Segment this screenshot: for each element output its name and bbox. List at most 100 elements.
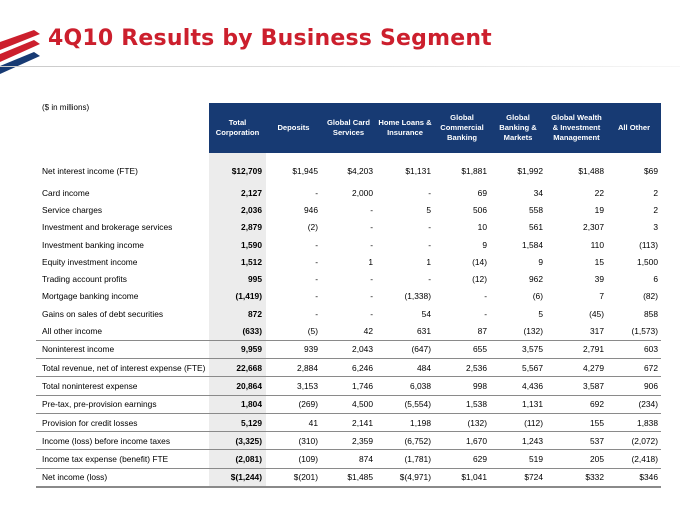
- segment-value-cell: 3: [653, 222, 658, 233]
- segment-value-cell: 2,141: [321, 412, 376, 432]
- segment-value-cell: 2,536: [434, 357, 490, 377]
- segment-value-cell: -: [428, 239, 431, 250]
- row-label: Trading account profits: [42, 274, 127, 285]
- segment-value-cell: 1,198: [376, 412, 434, 432]
- segment-value-cell: 962: [529, 274, 543, 285]
- table-body: Net interest income (FTE) $12,709 $1,945 $4…: [36, 153, 661, 489]
- segment-value-cell: 41: [266, 412, 321, 432]
- segment-value-cell: 54: [421, 308, 431, 319]
- segment-value-cell: -: [315, 308, 318, 319]
- segment-value-cell: (6): [532, 291, 543, 302]
- segment-value-cell: 519: [490, 449, 546, 469]
- segment-value-cell: $1,041: [434, 467, 490, 489]
- segment-value-cell: 1: [368, 256, 373, 267]
- units-note: ($ in millions): [42, 103, 90, 112]
- row-label: All other income: [42, 326, 103, 337]
- segment-value-cell: (1,781): [376, 449, 434, 469]
- table-row: Net interest income (FTE) $12,709 $1,945 $4…: [36, 153, 661, 184]
- table-row: Net income (loss) $(1,244) $(201) $1,485 $(4…: [36, 467, 661, 489]
- segment-value-cell: 906: [607, 376, 661, 396]
- column-header: Global Commercial Banking: [434, 103, 490, 153]
- segment-value-cell: $1,992: [517, 165, 543, 176]
- segment-value-cell: 87: [477, 326, 487, 337]
- row-label: Card income: [42, 187, 90, 198]
- segment-value-cell: $346: [607, 467, 661, 489]
- row-label: Provision for credit losses: [36, 412, 209, 432]
- table-row: Total revenue, net of interest expense (…: [36, 357, 661, 377]
- segment-value-cell: 1: [426, 256, 431, 267]
- segment-value-cell: 205: [546, 449, 607, 469]
- column-header: Home Loans & Insurance: [376, 103, 434, 153]
- segment-value-cell: (12): [472, 274, 487, 285]
- total-corporation-cell: 9,959: [209, 339, 266, 359]
- segment-value-cell: 2: [653, 204, 658, 215]
- segment-value-cell: (113): [639, 239, 658, 250]
- segment-value-cell: 655: [434, 339, 490, 359]
- total-corporation-cell: (2,081): [209, 449, 266, 469]
- segment-value-cell: 4,500: [321, 394, 376, 414]
- total-corporation-cell: 5,129: [209, 412, 266, 432]
- segment-value-cell: -: [315, 274, 318, 285]
- total-corporation-cell: 1,590: [209, 235, 266, 254]
- row-label: Net interest income (FTE): [42, 165, 138, 176]
- column-header: Global Wealth & Investment Management: [546, 103, 607, 153]
- segment-value-cell: $1,131: [405, 165, 431, 176]
- segment-value-cell: 858: [644, 308, 658, 319]
- segment-value-cell: 110: [590, 239, 604, 250]
- table-row: Equity investment income 1,512 - 1 1 (14) 9 15 1…: [36, 253, 661, 271]
- total-corporation-cell: 872: [209, 305, 266, 323]
- segment-value-cell: 9: [482, 239, 487, 250]
- total-corporation-cell: 20,864: [209, 376, 266, 396]
- segment-value-cell: 1,131: [490, 394, 546, 414]
- segment-value-cell: (647): [376, 339, 434, 359]
- row-label: Service charges: [42, 204, 103, 215]
- segment-value-cell: -: [370, 222, 373, 233]
- total-corporation-cell: 1,512: [209, 253, 266, 271]
- segment-value-cell: 939: [266, 339, 321, 359]
- segment-value-cell: 1,500: [637, 256, 658, 267]
- column-header: Deposits: [266, 103, 321, 153]
- segment-value-cell: 7: [599, 291, 604, 302]
- row-label: Total noninterest expense: [36, 376, 209, 396]
- segment-value-cell: 2,884: [266, 357, 321, 377]
- segment-value-cell: 631: [417, 326, 431, 337]
- segment-value-cell: 537: [546, 431, 607, 450]
- segment-value-cell: $69: [644, 165, 658, 176]
- segment-value-cell: -: [484, 291, 487, 302]
- segment-value-cell: 3,575: [490, 339, 546, 359]
- row-label: Income (loss) before income taxes: [36, 431, 209, 450]
- segment-value-cell: 2,000: [352, 187, 373, 198]
- segment-value-cell: 9: [538, 256, 543, 267]
- segment-value-cell: (269): [266, 394, 321, 414]
- segment-value-cell: 558: [529, 204, 543, 215]
- segment-value-cell: (82): [643, 291, 658, 302]
- total-corporation-cell: 2,879: [209, 218, 266, 236]
- segment-value-cell: 19: [594, 204, 604, 215]
- title-divider: [0, 66, 680, 67]
- segment-value-cell: 484: [376, 357, 434, 377]
- segment-value-cell: -: [428, 222, 431, 233]
- slide-title: 4Q10 Results by Business Segment: [48, 26, 492, 51]
- segment-value-cell: (45): [589, 308, 604, 319]
- segment-value-cell: 1,538: [434, 394, 490, 414]
- segment-value-cell: 5: [426, 204, 431, 215]
- row-label: Net income (loss): [36, 467, 209, 489]
- segment-value-cell: 1,584: [522, 239, 543, 250]
- row-label: Mortgage banking income: [42, 291, 139, 302]
- table-row: Card income 2,127-2,000-69 34 22 2: [36, 184, 661, 202]
- table-row: Trading account profits 995 - - - (12) 962 39 6: [36, 270, 661, 288]
- segment-value-cell: -: [370, 274, 373, 285]
- segment-value-cell: 946: [304, 204, 318, 215]
- segment-value-cell: 1,746: [321, 376, 376, 396]
- segment-value-cell: (2,072): [607, 431, 661, 450]
- segment-value-cell: 317: [590, 326, 604, 337]
- segment-value-cell: (6,752): [376, 431, 434, 450]
- segment-value-cell: -: [370, 204, 373, 215]
- column-header: Global Banking & Markets: [490, 103, 546, 153]
- bank-logo-flag-icon: [0, 30, 40, 74]
- table-row: Income (loss) before income taxes (3,325)…: [36, 431, 661, 450]
- table-row: Pre-tax, pre-provision earnings 1,804 (269…: [36, 394, 661, 414]
- segment-value-cell: 6,246: [321, 357, 376, 377]
- total-corporation-cell: 22,668: [209, 357, 266, 377]
- segment-value-cell: 39: [594, 274, 604, 285]
